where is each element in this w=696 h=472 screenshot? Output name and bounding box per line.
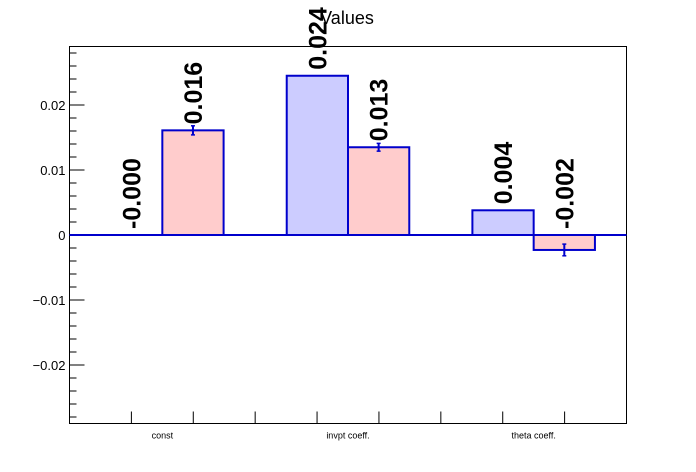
data-label: 0.013 xyxy=(366,79,394,142)
data-label: 0.024 xyxy=(304,7,332,70)
bars xyxy=(69,74,627,257)
bar xyxy=(471,209,535,237)
chart-title: Values xyxy=(320,8,374,28)
x-axis: const invpt coeff. theta coeff. xyxy=(130,411,566,441)
x-category-label: invpt coeff. xyxy=(326,431,369,441)
data-label: -0.002 xyxy=(551,158,579,229)
y-tick-label: 0 xyxy=(58,228,65,243)
data-label: -0.000 xyxy=(119,158,147,229)
x-category-label: theta coeff. xyxy=(511,431,555,441)
data-label: 0.016 xyxy=(180,62,208,125)
y-tick-label: −0.01 xyxy=(33,293,66,308)
data-labels: -0.000 0.024 0.004 0.016 0.013 -0.002 xyxy=(119,7,580,229)
y-tick-label: 0.01 xyxy=(40,163,65,178)
y-tick-label: 0.02 xyxy=(40,98,65,113)
x-category-label: const xyxy=(152,431,174,441)
bar xyxy=(161,129,225,237)
y-axis: −0.02 −0.01 0 0.01 0.02 xyxy=(33,52,85,418)
bar xyxy=(347,146,411,236)
data-label: 0.004 xyxy=(490,142,518,205)
bar xyxy=(285,74,350,236)
y-tick-label: −0.02 xyxy=(33,358,66,373)
